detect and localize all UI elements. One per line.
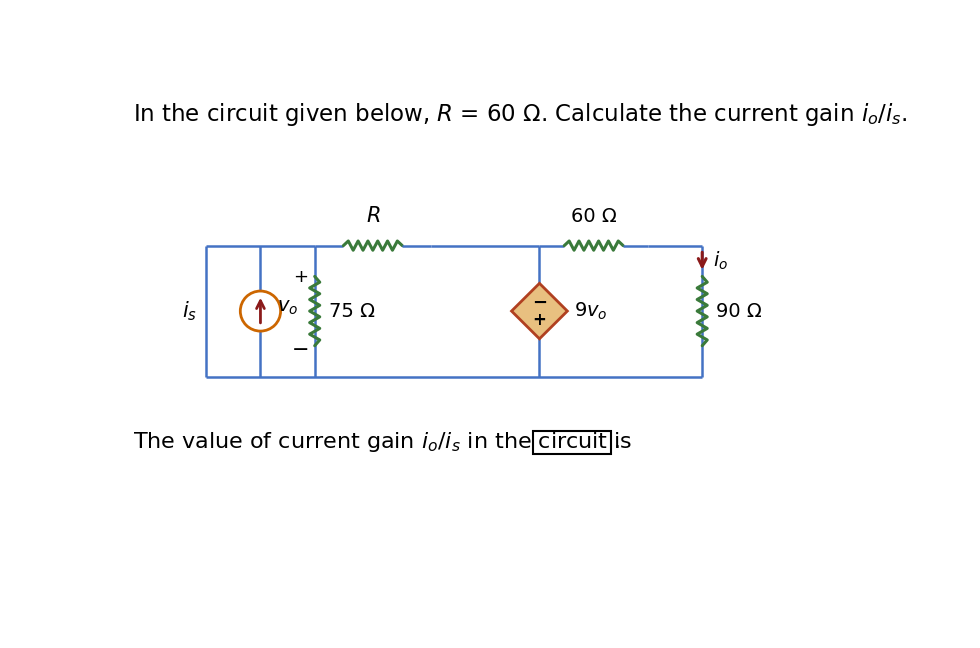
- Bar: [533, 431, 611, 454]
- Text: 90 Ω: 90 Ω: [716, 301, 761, 321]
- Text: +: +: [293, 268, 309, 286]
- Text: $i_o$: $i_o$: [713, 250, 728, 272]
- Text: In the circuit given below, $R$ = 60 Ω. Calculate the current gain $i_o/i_s$.: In the circuit given below, $R$ = 60 Ω. …: [133, 101, 908, 128]
- Text: .: .: [613, 432, 621, 452]
- Text: $i_s$: $i_s$: [181, 299, 197, 323]
- Text: 75 Ω: 75 Ω: [328, 301, 374, 321]
- Text: 60 Ω: 60 Ω: [570, 207, 616, 226]
- Text: −: −: [532, 294, 547, 312]
- Text: $9v_o$: $9v_o$: [573, 301, 608, 321]
- Text: −: −: [292, 340, 310, 360]
- Polygon shape: [512, 283, 567, 339]
- Text: +: +: [532, 310, 547, 329]
- Text: The value of current gain $i_o/i_s$ in the circuit is: The value of current gain $i_o/i_s$ in t…: [133, 430, 633, 454]
- Text: $R$: $R$: [366, 205, 380, 226]
- Text: $v_o$: $v_o$: [277, 297, 298, 317]
